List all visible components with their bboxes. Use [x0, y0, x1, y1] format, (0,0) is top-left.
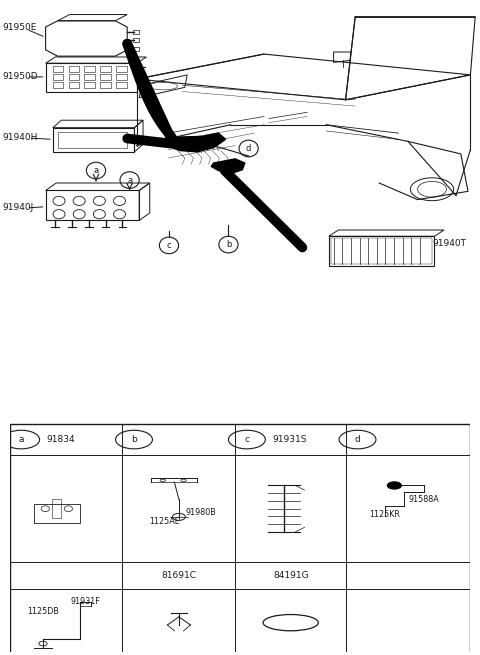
Bar: [69, 83, 79, 88]
Bar: [53, 66, 63, 71]
Text: 91931F: 91931F: [71, 597, 100, 607]
Bar: [116, 66, 127, 71]
Circle shape: [387, 482, 401, 489]
Bar: [69, 74, 79, 80]
Bar: [329, 236, 434, 266]
Bar: [100, 83, 111, 88]
Text: d: d: [246, 144, 252, 153]
Bar: [331, 238, 432, 264]
Bar: [34, 504, 80, 523]
Bar: [53, 83, 63, 88]
Text: 91950E: 91950E: [2, 22, 37, 31]
Text: 84191G: 84191G: [273, 571, 309, 580]
Polygon shape: [211, 159, 245, 174]
Text: 91950D: 91950D: [2, 73, 38, 81]
Text: c: c: [244, 435, 250, 444]
Text: 91588A: 91588A: [408, 495, 439, 504]
Bar: [52, 499, 61, 518]
Text: a: a: [94, 166, 98, 175]
Bar: [116, 83, 127, 88]
Bar: [100, 74, 111, 80]
Bar: [133, 30, 139, 34]
Bar: [84, 66, 95, 71]
Text: a: a: [18, 435, 24, 444]
Bar: [116, 74, 127, 80]
Bar: [58, 132, 127, 147]
Bar: [133, 47, 139, 50]
Text: 91940J: 91940J: [2, 204, 34, 212]
Text: 1125DB: 1125DB: [27, 607, 59, 616]
Text: 91931S: 91931S: [272, 435, 307, 444]
Text: 91940H: 91940H: [2, 133, 38, 141]
Text: 91834: 91834: [47, 435, 75, 444]
Bar: [84, 74, 95, 80]
Bar: [46, 64, 137, 92]
Text: 91940T: 91940T: [432, 239, 466, 248]
Text: b: b: [226, 240, 231, 249]
Bar: [84, 83, 95, 88]
Text: b: b: [131, 435, 137, 444]
Text: c: c: [167, 241, 171, 250]
Bar: [69, 66, 79, 71]
Polygon shape: [166, 133, 226, 152]
Text: a: a: [127, 176, 132, 185]
Bar: [53, 74, 63, 80]
Text: 81691C: 81691C: [161, 571, 196, 580]
Text: 1125AE: 1125AE: [149, 517, 180, 526]
Text: 1125KR: 1125KR: [369, 510, 400, 519]
Bar: [100, 66, 111, 71]
Bar: [133, 38, 139, 43]
Text: 91980B: 91980B: [186, 508, 216, 517]
Text: d: d: [355, 435, 360, 444]
